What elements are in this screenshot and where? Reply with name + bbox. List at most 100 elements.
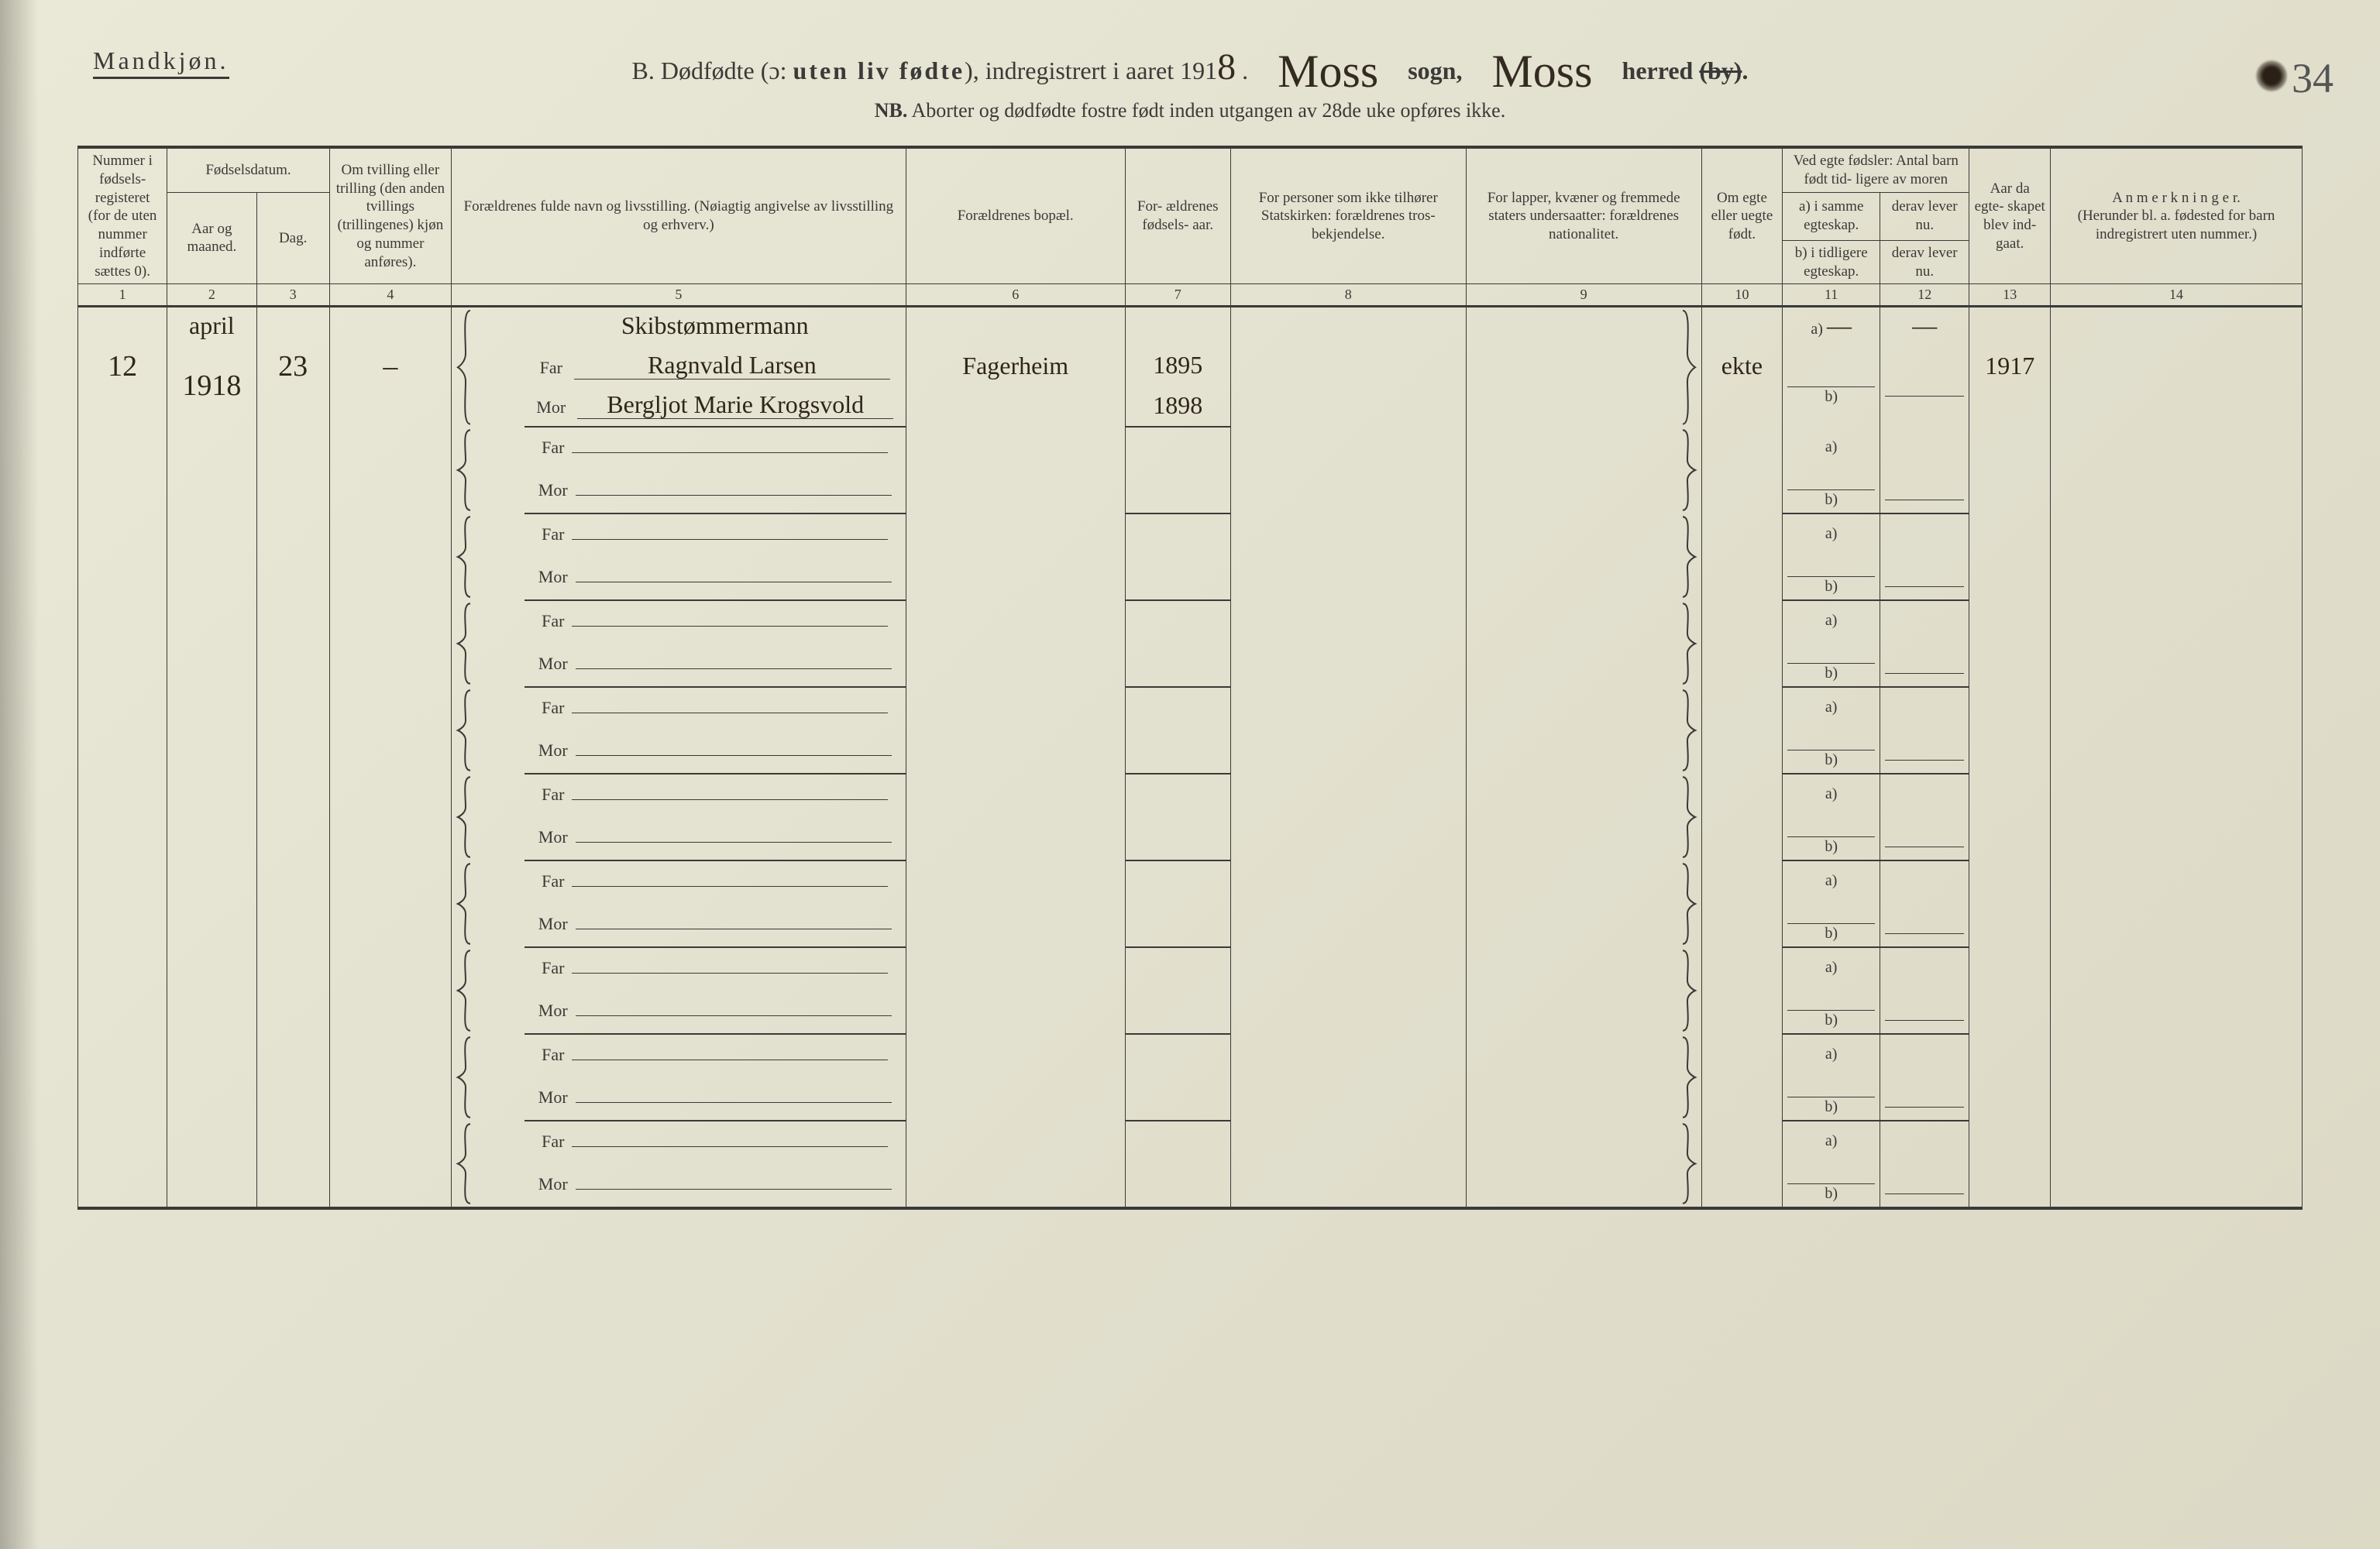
mor-cell: Mor <box>524 641 906 687</box>
blank-c14 <box>2051 860 2303 947</box>
colnum: 9 <box>1466 284 1701 307</box>
brace-right-icon <box>1680 947 1698 1034</box>
blank-number <box>78 774 167 860</box>
blank-c11a: a) <box>1783 947 1880 987</box>
colnum: 13 <box>1969 284 2051 307</box>
blank-twin <box>329 1121 451 1208</box>
blank-c9 <box>1466 1121 1701 1208</box>
entry-twin: – <box>329 306 451 427</box>
blank-fbirth <box>1125 1121 1230 1161</box>
blank-row-far: Fara) <box>78 513 2303 554</box>
blank-twin <box>329 860 451 947</box>
blank-c12a <box>1880 600 1969 641</box>
mor-cell: Mor <box>524 1074 906 1121</box>
far-cell: Far <box>524 513 906 554</box>
col-2-top: Fødselsdatum. <box>167 147 330 192</box>
c13-cell: 1917 <box>1969 306 2051 427</box>
blank-c8 <box>1230 947 1466 1034</box>
blank-day <box>256 860 329 947</box>
blank-month <box>167 1121 256 1208</box>
col-8-head: For personer som ikke tilhører Statskirk… <box>1230 147 1466 284</box>
blank-row-far: Fara) <box>78 947 2303 987</box>
blank-twin <box>329 427 451 513</box>
parish-print: sogn, <box>1408 57 1462 84</box>
c12-a-cell: — <box>1880 306 1969 346</box>
brace-left-cell <box>451 947 524 1034</box>
colnum: 8 <box>1230 284 1466 307</box>
colnum: 14 <box>2051 284 2303 307</box>
blank-day <box>256 774 329 860</box>
blank-c8 <box>1230 600 1466 687</box>
c11-a-cell: a) — <box>1783 306 1880 346</box>
mor-cell: Mor <box>524 727 906 774</box>
blank-c11b: b) <box>1783 1074 1880 1121</box>
register-table: Nummer i fødsels- registeret (for de ute… <box>77 146 2303 1210</box>
title-line: B. Dødfødte (ɔ: uten liv fødte), indregi… <box>77 46 2303 85</box>
blank-c9 <box>1466 947 1701 1034</box>
blank-c13 <box>1969 427 2051 513</box>
brace-left-icon <box>455 774 473 860</box>
mother-name-cell: Mor Bergljot Marie Krogsvold <box>524 386 906 427</box>
title-mid: ), indregistrert i aaret 191 <box>965 57 1217 84</box>
blank-month <box>167 1034 256 1121</box>
blank-c8 <box>1230 860 1466 947</box>
blank-c14 <box>2051 600 2303 687</box>
brace-left-cell <box>451 306 524 427</box>
mother-birth-cell: 1898 <box>1125 386 1230 427</box>
brace-left-icon <box>455 1121 473 1207</box>
blank-fbirth <box>1125 774 1230 814</box>
colnum: 2 <box>167 284 256 307</box>
brace-left-icon <box>455 860 473 947</box>
brace-left-cell <box>451 513 524 600</box>
district-handwritten: Moss <box>1491 57 1592 85</box>
blank-c12a <box>1880 687 1969 727</box>
blank-c11b: b) <box>1783 814 1880 860</box>
blank-c12a <box>1880 1034 1969 1074</box>
col-12a-head: derav lever nu. <box>1880 192 1969 240</box>
blank-c13 <box>1969 860 2051 947</box>
blank-c9 <box>1466 513 1701 600</box>
blank-c10 <box>1701 600 1783 687</box>
blank-row-far: Fara) <box>78 1121 2303 1161</box>
blank-twin <box>329 513 451 600</box>
blank-number <box>78 947 167 1034</box>
col-13-head: Aar da egte- skapet blev ind- gaat. <box>1969 147 2051 284</box>
col-12b-head: derav lever nu. <box>1880 240 1969 284</box>
blank-mbirth <box>1125 1161 1230 1208</box>
brace-right-icon <box>1680 1121 1698 1207</box>
blank-month <box>167 774 256 860</box>
blank-c8 <box>1230 1034 1466 1121</box>
blank-month <box>167 600 256 687</box>
mor-cell: Mor <box>524 814 906 860</box>
title-dot: . <box>1236 57 1248 84</box>
blank-month <box>167 860 256 947</box>
blank-c12a <box>1880 1121 1969 1161</box>
colnum: 11 <box>1783 284 1880 307</box>
c11-b-cell: b) <box>1783 346 1880 427</box>
brace-left-cell <box>451 1121 524 1208</box>
blank-day <box>256 600 329 687</box>
blank-c11a: a) <box>1783 860 1880 901</box>
blank-residence <box>906 774 1125 860</box>
blank-c9 <box>1466 860 1701 947</box>
blank-twin <box>329 600 451 687</box>
blank-row-far: Fara) <box>78 427 2303 467</box>
col-5-head: Forældrenes fulde navn og livsstilling. … <box>451 147 906 284</box>
colnum: 5 <box>451 284 906 307</box>
blank-residence <box>906 427 1125 513</box>
brace-left-icon <box>455 427 473 513</box>
blank-c11a: a) <box>1783 774 1880 814</box>
blank-c12a <box>1880 513 1969 554</box>
col-9-head: For lapper, kvæner og fremmede staters u… <box>1466 147 1701 284</box>
blank-c12b <box>1880 727 1969 774</box>
blank-c8 <box>1230 774 1466 860</box>
blank-c12b <box>1880 554 1969 600</box>
brace-right-icon <box>1680 860 1698 947</box>
blank-number <box>78 513 167 600</box>
father-birth-empty <box>1125 306 1230 346</box>
residence-cell: Fagerheim <box>906 306 1125 427</box>
blank-day <box>256 687 329 774</box>
header-note: NB. Aborter og dødfødte fostre født inde… <box>77 99 2303 122</box>
blank-row-far: Fara) <box>78 600 2303 641</box>
year-suffix-handwritten: 8 <box>1217 57 1236 79</box>
